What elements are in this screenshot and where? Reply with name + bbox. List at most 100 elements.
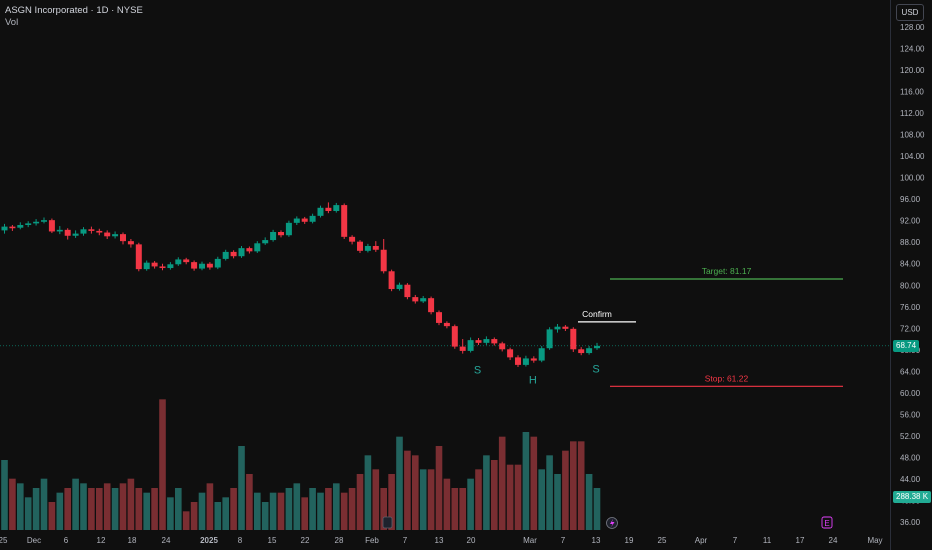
- volume-bar: [135, 488, 143, 530]
- volume-bar: [459, 488, 466, 530]
- candle-body: [293, 218, 300, 223]
- x-tick-label: 18: [128, 536, 137, 545]
- candle-body: [238, 248, 245, 257]
- x-tick-label: 13: [592, 536, 601, 545]
- y-tick-label: 64.00: [900, 367, 921, 376]
- volume-bar: [317, 492, 324, 530]
- x-tick-label: 2025: [200, 536, 218, 545]
- x-tick-label: 11: [763, 536, 772, 545]
- x-tick-label: Mar: [523, 536, 537, 545]
- volume-bar: [1, 460, 8, 530]
- volume-bar: [222, 497, 229, 530]
- candle-body: [25, 223, 32, 225]
- volume-bar: [246, 474, 253, 530]
- candle-body: [270, 231, 277, 241]
- candle-body: [127, 241, 134, 245]
- volume-bar: [72, 478, 79, 530]
- volume-bar: [214, 502, 222, 530]
- volume-indicator-label: Vol: [5, 17, 19, 28]
- candle-body: [436, 312, 442, 323]
- candle-body: [483, 339, 490, 343]
- volume-bar: [111, 488, 119, 530]
- candle-body: [388, 271, 395, 290]
- candle-body: [380, 249, 387, 272]
- candle-body: [538, 348, 545, 361]
- volume-bar: [88, 488, 95, 530]
- candle-body: [17, 225, 24, 228]
- volume-bar: [159, 399, 166, 530]
- candle-body: [357, 241, 363, 251]
- y-tick-label: 116.00: [900, 88, 924, 97]
- volume-bar: [506, 464, 514, 530]
- volume-bar: [167, 497, 174, 530]
- stop-label: Stop: 61.22: [705, 373, 749, 383]
- candle-body: [546, 329, 553, 349]
- volume-bar: [301, 497, 308, 530]
- y-tick-label: 88.00: [900, 238, 921, 247]
- y-tick-label: 44.00: [900, 475, 921, 484]
- volume-bar: [498, 436, 506, 530]
- volume-bar: [435, 446, 443, 530]
- candle-body: [199, 263, 205, 269]
- pattern-label: S: [592, 364, 599, 376]
- x-tick-label: 28: [335, 536, 344, 545]
- candle-body: [570, 328, 577, 350]
- x-tick-label: 25: [0, 536, 8, 545]
- volume-bar: [404, 450, 411, 530]
- x-tick-label: May: [867, 536, 882, 545]
- candle-body: [530, 358, 537, 361]
- volume-bar: [467, 478, 474, 530]
- volume-bar: [40, 478, 48, 530]
- y-tick-label: 80.00: [900, 281, 921, 290]
- x-tick-label: 8: [238, 536, 243, 545]
- y-tick-label: 124.00: [900, 45, 925, 54]
- y-tick-label: 108.00: [900, 131, 925, 140]
- candle-body: [317, 207, 324, 216]
- volume-bar: [491, 460, 498, 530]
- candle-body: [254, 243, 261, 252]
- candle-body: [285, 222, 292, 236]
- volume-bar: [522, 432, 530, 530]
- volume-bar: [554, 474, 561, 530]
- candle-body: [522, 358, 529, 365]
- volume-bar: [530, 436, 538, 530]
- volume-bar: [254, 492, 261, 530]
- candle-body: [467, 340, 474, 351]
- volume-bar: [562, 450, 569, 530]
- plot-area: [0, 0, 890, 550]
- candle-body: [420, 298, 427, 302]
- candle-body: [80, 229, 87, 234]
- candle-body: [451, 326, 458, 347]
- candle-body: [183, 259, 190, 263]
- candle-body: [1, 226, 8, 231]
- candle-body: [554, 326, 561, 330]
- y-tick-label: 112.00: [900, 109, 924, 118]
- volume-bar: [451, 488, 459, 530]
- candle-body: [262, 240, 269, 244]
- candle-body: [278, 231, 284, 236]
- lightning-icon: [610, 519, 615, 528]
- y-tick-label: 96.00: [900, 195, 921, 204]
- candle-body: [515, 357, 521, 365]
- candle-body: [443, 322, 450, 327]
- volume-bar: [182, 511, 190, 530]
- volume-bar: [24, 497, 32, 530]
- y-tick-label: 76.00: [900, 303, 921, 312]
- volume-bar: [570, 441, 577, 530]
- candle-body: [222, 251, 229, 259]
- candle-body: [499, 343, 506, 350]
- y-tick-label: 84.00: [900, 260, 921, 269]
- dividend-marker-icon: [382, 516, 393, 529]
- volume-bar: [372, 469, 380, 530]
- volume-bar: [546, 455, 553, 530]
- volume-bar: [48, 502, 56, 530]
- volume-bar: [9, 478, 16, 530]
- y-tick-label: 36.00: [900, 518, 921, 527]
- currency-button[interactable]: USD: [896, 4, 924, 21]
- volume-bar: [198, 492, 206, 530]
- volume-bar: [175, 488, 182, 530]
- candle-body: [364, 245, 371, 251]
- volume-bar: [364, 455, 372, 530]
- candle-body: [475, 340, 482, 343]
